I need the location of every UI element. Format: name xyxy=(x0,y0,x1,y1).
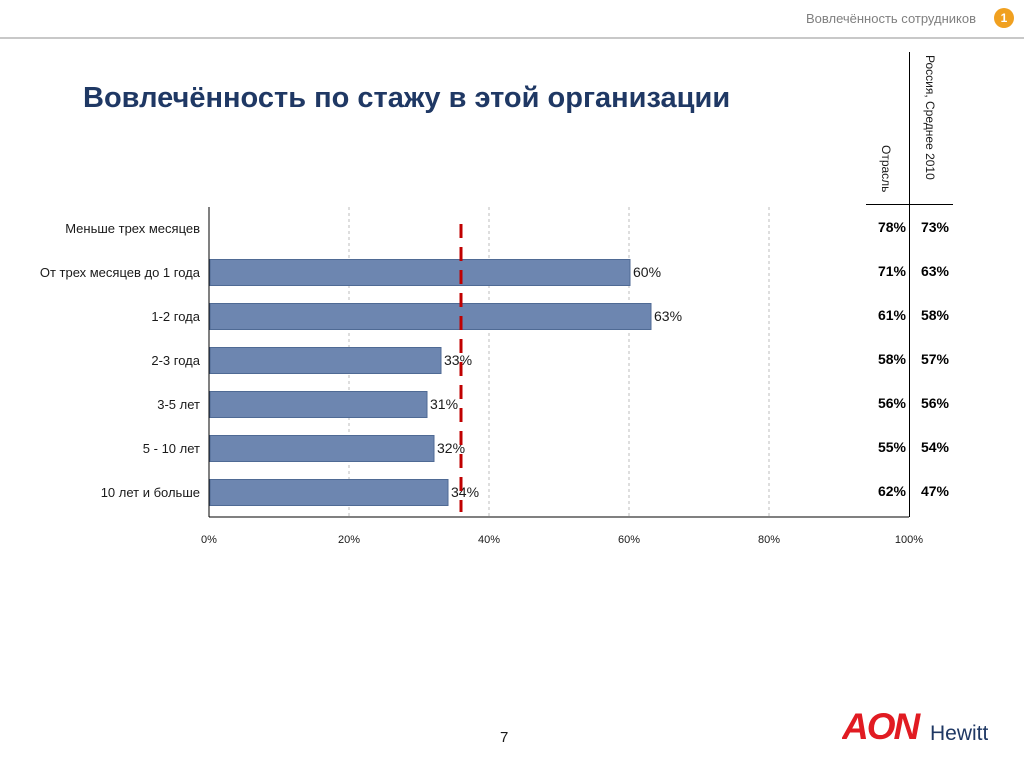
industry-value: 55% xyxy=(877,439,906,455)
data-label: 60% xyxy=(633,264,661,280)
x-tick-label: 100% xyxy=(895,534,923,546)
industry-value: 62% xyxy=(877,483,906,499)
russia-value: 57% xyxy=(920,351,949,367)
bar xyxy=(209,303,652,330)
category-label: 10 лет и больше xyxy=(101,485,200,500)
page-number: 7 xyxy=(500,729,509,746)
data-label: 63% xyxy=(654,308,682,324)
x-tick-label: 40% xyxy=(478,534,500,546)
russia-value: 47% xyxy=(920,483,949,499)
category-label: Меньше трех месяцев xyxy=(65,221,200,236)
header-divider xyxy=(0,37,1024,39)
svg-text:Hewitt: Hewitt xyxy=(930,722,988,745)
category-label: 3-5 лет xyxy=(157,397,200,412)
russia-value: 58% xyxy=(920,307,949,323)
russia-value: 54% xyxy=(920,439,949,455)
industry-value: 71% xyxy=(877,263,906,279)
data-label: 31% xyxy=(430,396,458,412)
aon-hewitt-logo: AON Hewitt xyxy=(841,703,989,750)
bar-chart: 0% 20% 40% 60% 80% 100% Меньше трех месяцев От … xyxy=(40,207,923,546)
x-tick-label: 80% xyxy=(758,534,780,546)
bar xyxy=(209,347,442,374)
russia-value: 73% xyxy=(920,219,949,235)
industry-value: 78% xyxy=(877,219,906,235)
data-label: 34% xyxy=(451,484,479,500)
page-badge: 1 xyxy=(994,8,1014,28)
column-separator xyxy=(909,52,910,517)
industry-value: 61% xyxy=(877,307,906,323)
bar xyxy=(209,435,435,462)
header-title: Вовлечённость сотрудников xyxy=(805,11,976,26)
bar xyxy=(209,479,449,506)
x-tick-label: 20% xyxy=(338,534,360,546)
industry-value: 58% xyxy=(877,351,906,367)
category-label: 2-3 года xyxy=(151,353,200,368)
data-label: 32% xyxy=(437,440,465,456)
category-label: От трех месяцев до 1 года xyxy=(40,265,201,280)
x-tick-label: 60% xyxy=(618,534,640,546)
table-header-rule xyxy=(866,204,953,205)
data-label: 33% xyxy=(444,352,472,368)
bar xyxy=(209,259,631,286)
industry-value: 56% xyxy=(877,395,906,411)
page-title: Вовлечённость по стажу в этой организаци… xyxy=(83,82,731,114)
x-tick-label: 0% xyxy=(201,534,217,546)
category-label: 5 - 10 лет xyxy=(143,441,200,456)
category-label: 1-2 года xyxy=(151,309,200,324)
russia-value: 63% xyxy=(920,263,949,279)
svg-text:AON: AON xyxy=(842,706,922,745)
russia-value: 56% xyxy=(920,395,949,411)
bar xyxy=(209,391,428,418)
